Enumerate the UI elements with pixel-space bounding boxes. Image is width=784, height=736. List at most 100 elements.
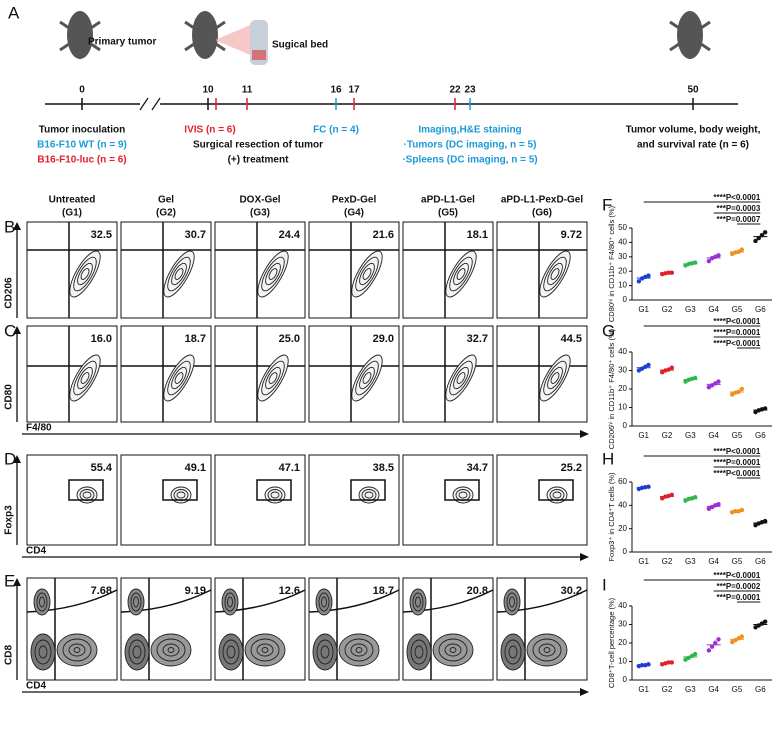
y-tick-label: 30: [618, 620, 627, 629]
data-point: [762, 619, 768, 624]
label: ·Tumors (DC imaging, n = 5): [404, 140, 537, 151]
data-point: [683, 657, 688, 662]
contour: [543, 647, 551, 653]
label: B16-F10 WT (n = 9): [37, 140, 127, 151]
contour: [80, 268, 90, 280]
contour: [176, 491, 186, 499]
flow-value: 7.68: [91, 585, 112, 597]
p-value: ****P<0.0001: [713, 571, 760, 580]
gate: [68, 479, 104, 501]
data-point: [683, 379, 688, 384]
contour: [167, 647, 175, 653]
label: FC (n = 4): [313, 125, 359, 136]
contour: [82, 491, 92, 499]
y-tick-label: 40: [618, 347, 627, 356]
x-tick-label: G4: [708, 431, 719, 440]
p-value: ****P<0.0001: [713, 469, 760, 478]
arrow-head: [580, 688, 589, 696]
data-point: [739, 634, 744, 639]
flow-value: 44.5: [561, 333, 582, 345]
p-value: ***P=0.0007: [717, 215, 761, 224]
p-value: ***P=0.0003: [717, 204, 761, 213]
flow-value: 55.4: [91, 462, 113, 474]
mouse-body: [192, 11, 218, 59]
flow-value: 30.7: [185, 229, 206, 241]
data-point: [692, 375, 698, 381]
flow-value: 25.0: [279, 333, 300, 345]
contour: [38, 645, 48, 659]
x-tick-label: G2: [662, 557, 673, 566]
data-point: [660, 370, 665, 375]
panel-label: F: [602, 195, 612, 214]
data-point: [753, 409, 758, 415]
x-tick-label: G2: [662, 305, 673, 314]
contour: [174, 372, 184, 384]
x-axis-label: F4/80: [26, 423, 52, 434]
x-tick-label: G3: [685, 557, 696, 566]
data-point: [669, 270, 674, 275]
group-code: (G3): [250, 208, 270, 219]
contour: [132, 645, 142, 659]
group-name: PexD-Gel: [332, 195, 377, 206]
contour: [226, 645, 236, 659]
group-code: (G5): [438, 208, 458, 219]
y-tick-label: 10: [618, 281, 627, 290]
contour: [456, 268, 466, 280]
flow-plot-frame: [308, 325, 400, 423]
label: Imaging,H&E staining: [418, 125, 521, 136]
contour: [456, 372, 466, 384]
p-value: ****P<0.0001: [713, 193, 760, 202]
y-tick-label: 10: [618, 403, 627, 412]
flow-plot-frame: [308, 221, 400, 319]
contour: [268, 268, 278, 280]
y-tick-label: 30: [618, 252, 627, 261]
data-point: [706, 258, 712, 264]
y-tick-label: 40: [618, 500, 627, 509]
data-point: [636, 368, 642, 373]
y-axis-label: CD206ʰⁱ in CD11b⁺ F4/80⁺ cells (%): [607, 328, 616, 449]
flow-value: 18.7: [373, 585, 394, 597]
day-label: 22: [449, 85, 461, 96]
data-point: [636, 279, 642, 284]
y-axis-label: CD80ʰⁱ in CD11b⁺ F4/80⁺ cells (%): [607, 205, 616, 322]
day-label: 0: [79, 85, 85, 96]
y-tick-label: 0: [623, 295, 628, 304]
group-name: aPD-L1-Gel: [421, 195, 475, 206]
data-point: [730, 392, 735, 397]
contour: [362, 268, 372, 280]
flow-plot-frame: [496, 325, 588, 423]
x-tick-label: G2: [662, 431, 673, 440]
p-value: ****P=0.0001: [713, 458, 760, 467]
label: and survival rate (n = 6): [637, 140, 749, 151]
x-tick-label: G1: [638, 431, 649, 440]
y-axis-label: Foxp3: [4, 505, 15, 535]
flow-plot-frame: [402, 325, 494, 423]
flow-plot-frame: [26, 325, 118, 423]
group-code: (G2): [156, 208, 176, 219]
gate: [350, 479, 386, 501]
arrow-head: [13, 222, 21, 230]
data-point: [753, 625, 758, 630]
mouse-limbs: [59, 20, 711, 52]
y-axis-label: CD8: [4, 645, 15, 665]
contour: [552, 491, 562, 499]
data-point: [762, 230, 768, 235]
flow-value: 16.0: [91, 333, 112, 345]
day-label: 10: [202, 85, 214, 96]
arrow-head: [580, 430, 589, 438]
day-label: 17: [348, 85, 360, 96]
flow-plot-frame: [120, 325, 212, 423]
data-point: [646, 662, 651, 667]
flow-value: 21.6: [373, 229, 394, 241]
group-name: Gel: [158, 195, 174, 206]
data-point: [706, 384, 712, 390]
group-code: (G1): [62, 208, 82, 219]
y-tick-label: 40: [618, 601, 627, 610]
flow-value: 30.2: [561, 585, 582, 597]
x-tick-label: G4: [708, 685, 719, 694]
data-point: [713, 640, 718, 646]
y-tick-label: 30: [618, 366, 627, 375]
panel-label: D: [4, 449, 16, 468]
label: Sugical bed: [272, 40, 328, 51]
